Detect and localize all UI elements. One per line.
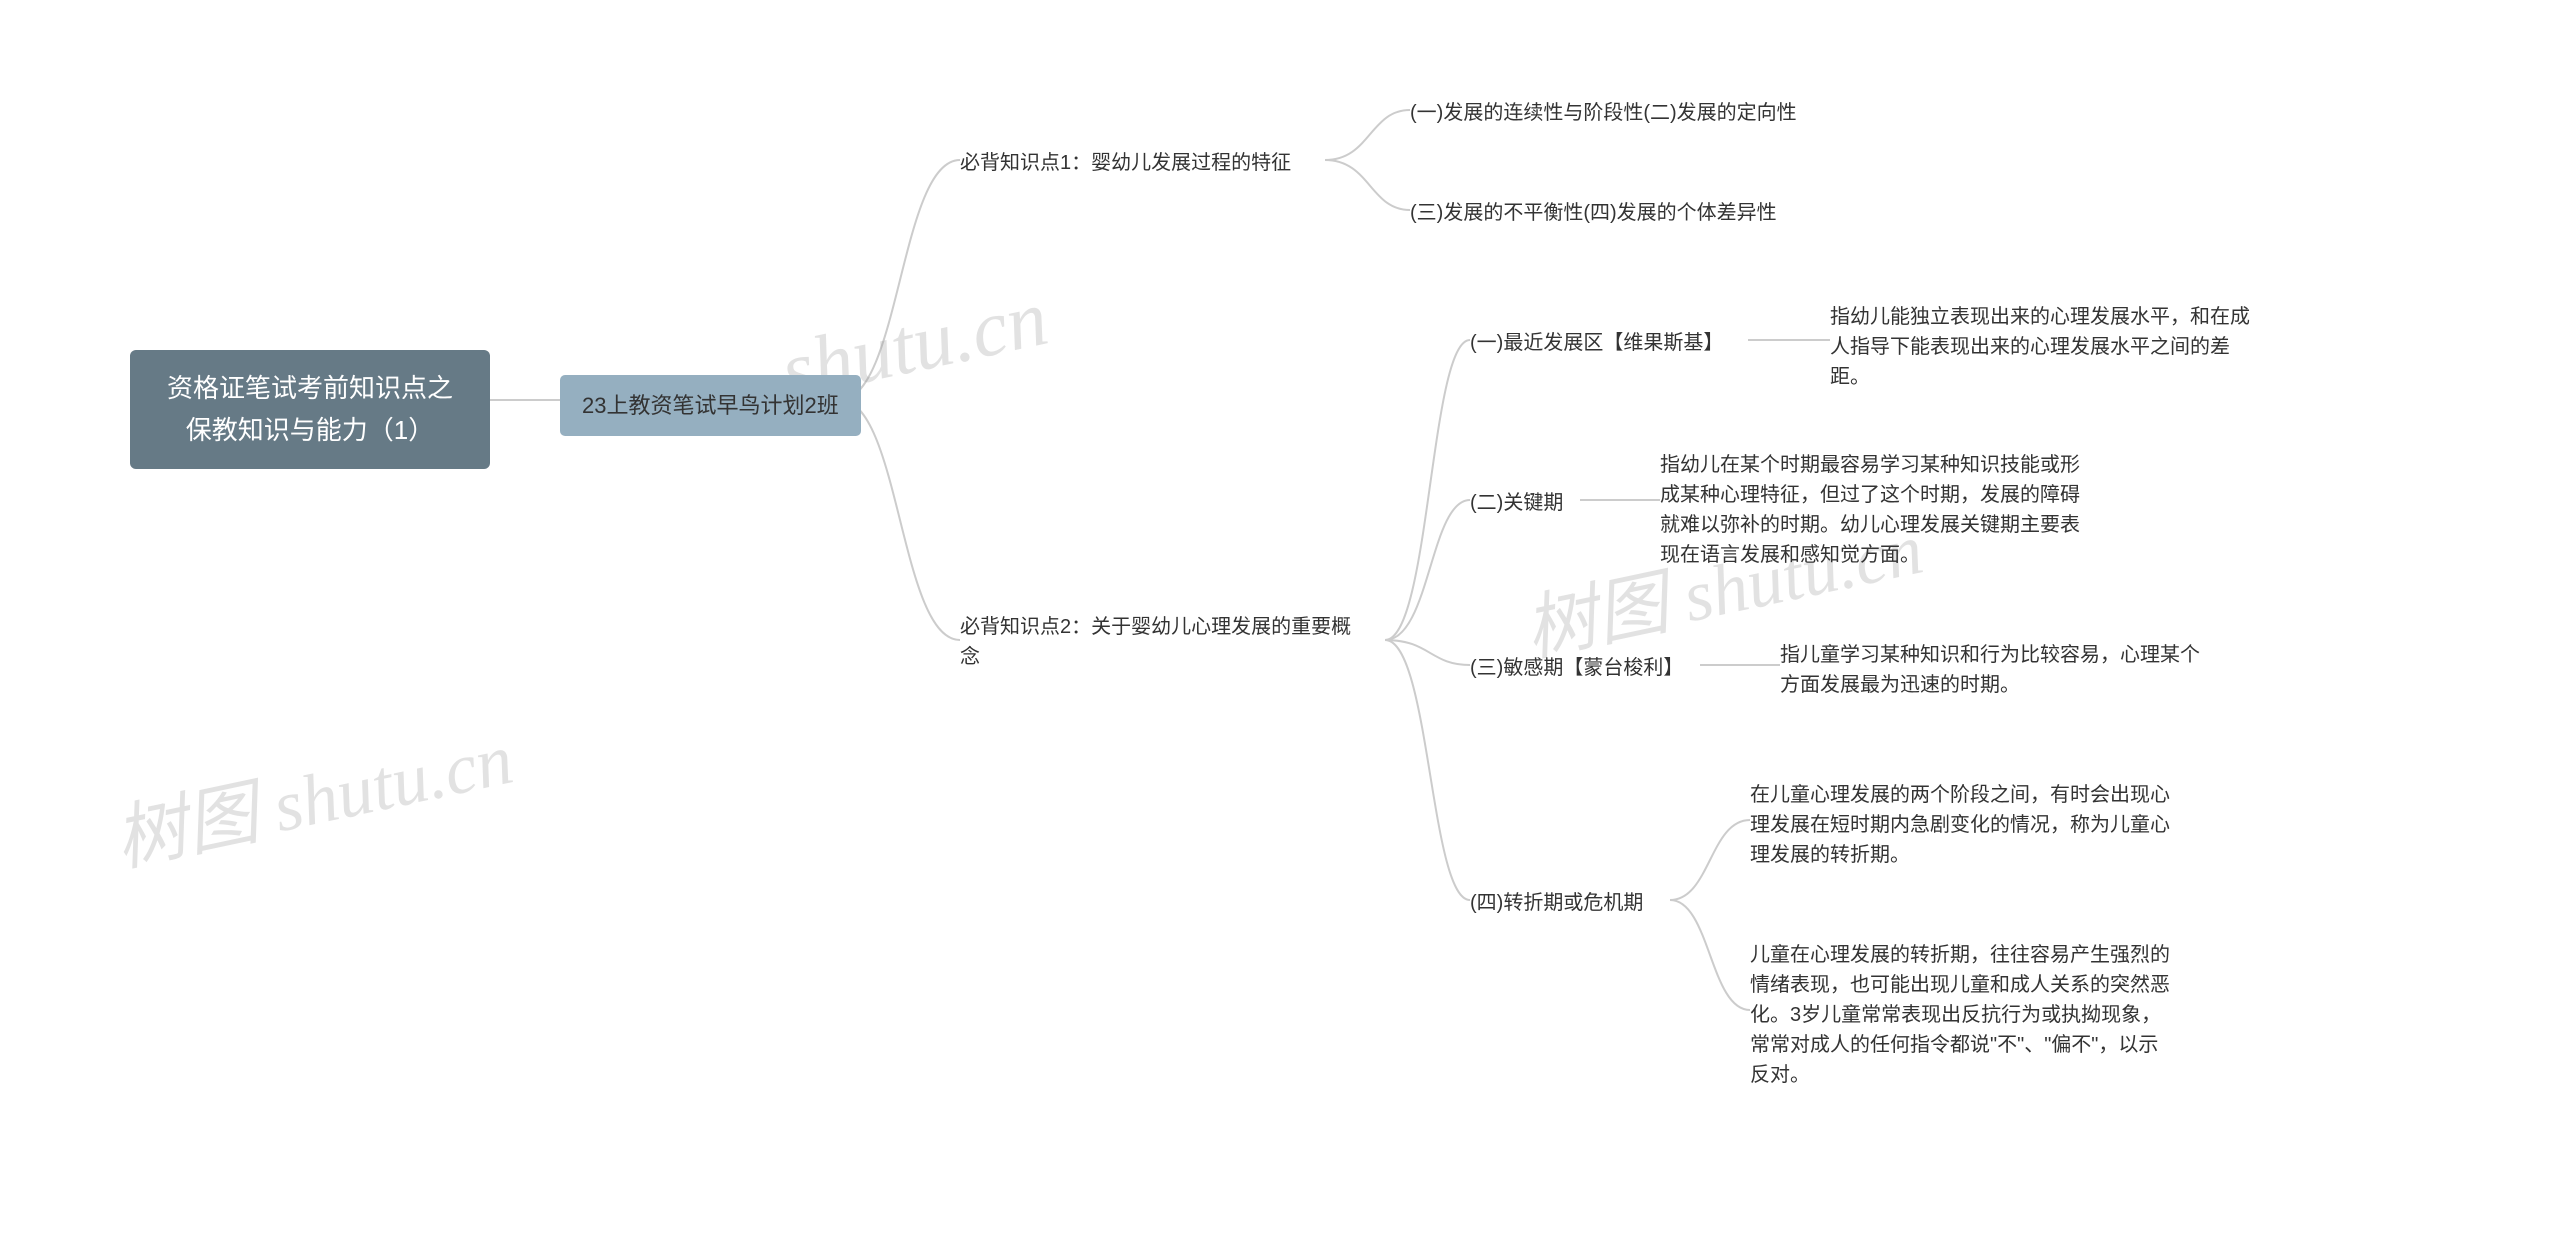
- kp2-c2-desc[interactable]: 指幼儿在某个时期最容易学习某种知识技能或形成某种心理特征，但过了这个时期，发展的…: [1660, 450, 2080, 570]
- watermark: 树图 shutu.cn: [103, 699, 520, 886]
- kp1-node[interactable]: 必背知识点1：婴幼儿发展过程的特征: [960, 148, 1291, 178]
- root-node[interactable]: 资格证笔试考前知识点之 保教知识与能力（1）: [130, 350, 490, 469]
- kp1-c2[interactable]: (三)发展的不平衡性(四)发展的个体差异性: [1410, 198, 1777, 228]
- root-line1: 资格证笔试考前知识点之: [156, 368, 464, 410]
- kp2-c4-desc2[interactable]: 儿童在心理发展的转折期，往往容易产生强烈的情绪表现，也可能出现儿童和成人关系的突…: [1750, 940, 2170, 1090]
- kp2-label-l1: 必背知识点2：关于婴幼儿心理发展的重要概: [960, 612, 1390, 642]
- mindmap-canvas: 树图 shutu.cn shutu.cn 树图 shutu.cn 资格证笔试考前…: [0, 0, 2560, 1233]
- root-line2: 保教知识与能力（1）: [156, 410, 464, 452]
- kp2-c1-desc[interactable]: 指幼儿能独立表现出来的心理发展水平，和在成人指导下能表现出来的心理发展水平之间的…: [1830, 302, 2250, 392]
- kp2-node[interactable]: 必背知识点2：关于婴幼儿心理发展的重要概 念: [960, 612, 1390, 672]
- kp2-c4-label[interactable]: (四)转折期或危机期: [1470, 888, 1643, 918]
- kp1-c1[interactable]: (一)发展的连续性与阶段性(二)发展的定向性: [1410, 98, 1797, 128]
- kp2-c1-label[interactable]: (一)最近发展区【维果斯基】: [1470, 328, 1723, 358]
- level1-node[interactable]: 23上教资笔试早鸟计划2班: [560, 375, 861, 436]
- kp2-label-l2: 念: [960, 642, 1390, 672]
- kp2-c3-label[interactable]: (三)敏感期【蒙台梭利】: [1470, 653, 1683, 683]
- kp2-c4-desc1[interactable]: 在儿童心理发展的两个阶段之间，有时会出现心理发展在短时期内急剧变化的情况，称为儿…: [1750, 780, 2170, 870]
- kp2-c2-label[interactable]: (二)关键期: [1470, 488, 1563, 518]
- kp2-c3-desc[interactable]: 指儿童学习某种知识和行为比较容易，心理某个方面发展最为迅速的时期。: [1780, 640, 2200, 700]
